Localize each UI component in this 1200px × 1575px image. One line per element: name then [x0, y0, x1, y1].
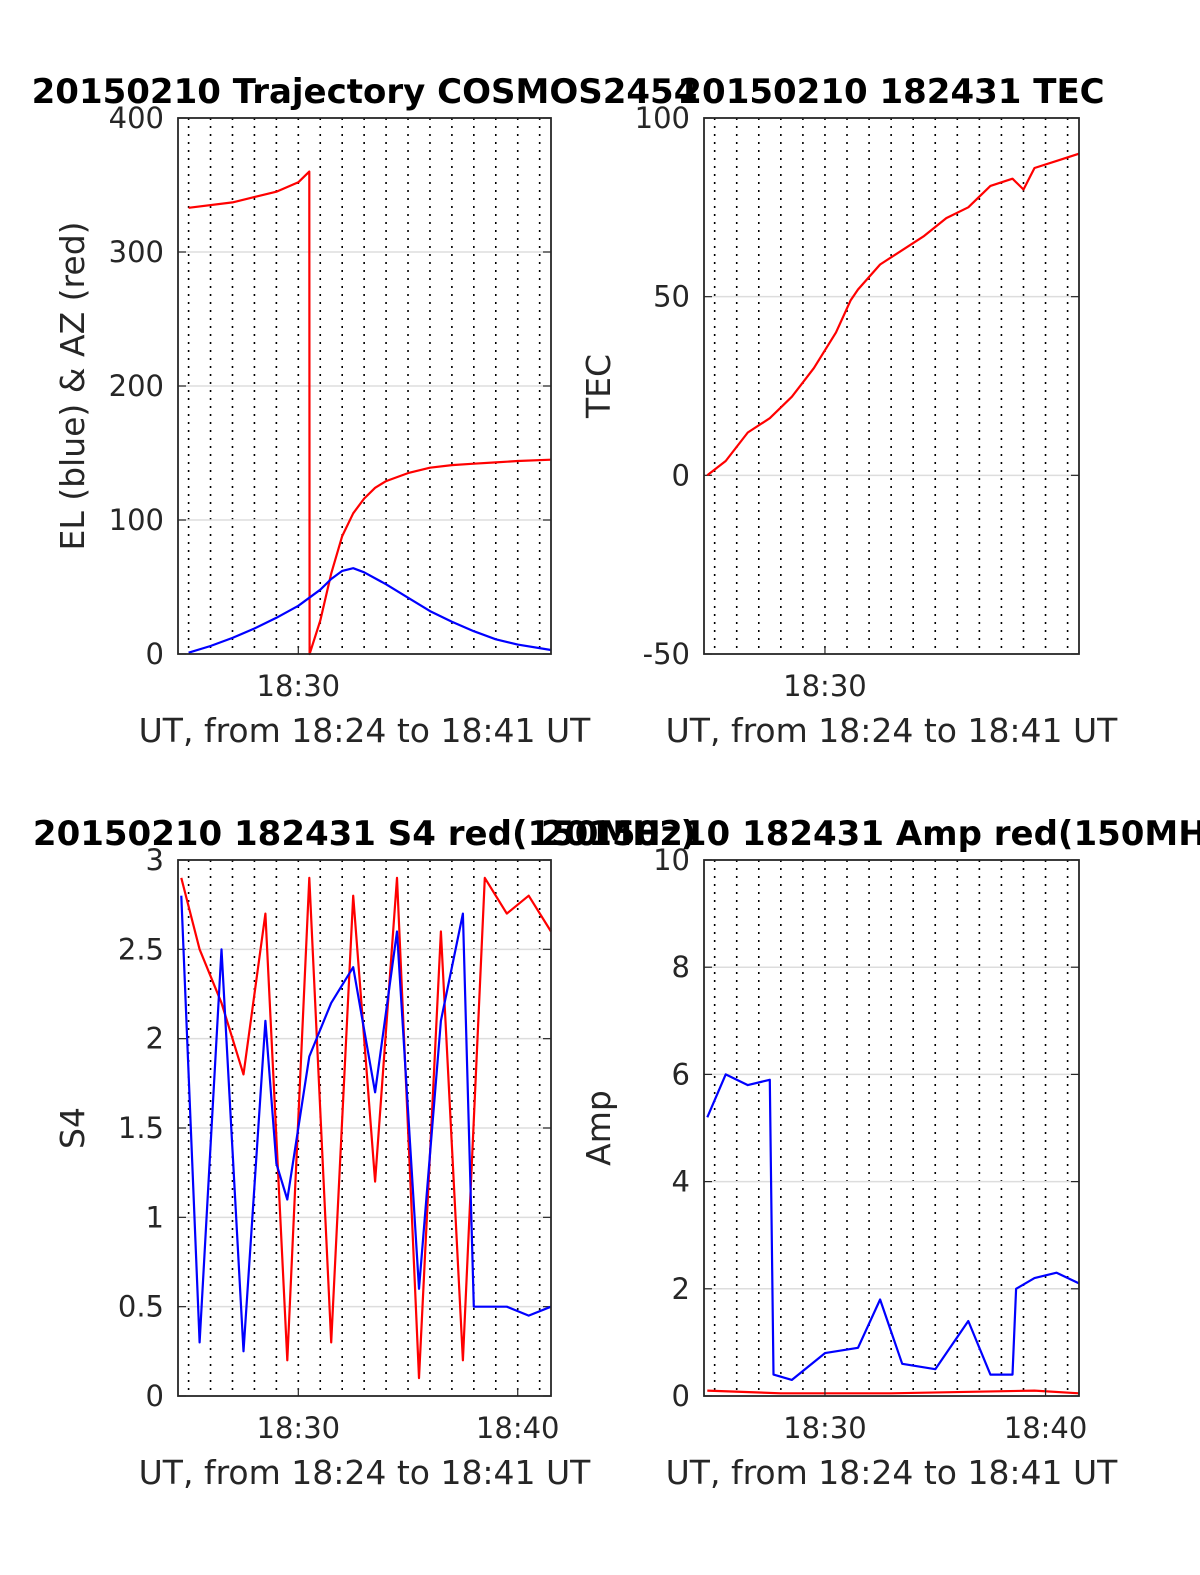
x-tick-label: 18:30 — [783, 1411, 867, 1445]
y-tick-label: 0 — [146, 637, 164, 671]
chart-title: 20150210 182431 S4 red(150MHz) — [33, 814, 696, 854]
y-tick-label: 0 — [146, 1379, 164, 1413]
series-line-2 — [188, 567, 552, 654]
y-tick-label: -50 — [643, 637, 690, 671]
x-axis-label: UT, from 18:24 to 18:41 UT — [666, 1453, 1119, 1492]
y-tick-label: 10 — [653, 843, 690, 877]
y-tick-label: 8 — [672, 950, 690, 984]
y-axis-label: TEC — [579, 354, 618, 419]
y-tick-label: 0.5 — [118, 1290, 164, 1324]
series-line-2 — [180, 895, 552, 1353]
y-tick-label: 100 — [109, 503, 164, 537]
y-tick-label: 2 — [672, 1272, 690, 1306]
y-tick-label: 1 — [146, 1200, 164, 1234]
axes-frame — [177, 117, 552, 655]
x-tick-label: 18:30 — [783, 669, 867, 703]
chart-panel-2: -50 0 50 100 18:30 UT, from 18:24 to 18:41 UT… — [579, 72, 1118, 750]
x-tick-label: 18:30 — [257, 1411, 341, 1445]
chart-title: 20150210 182431 Amp red(150MHz) — [541, 814, 1200, 854]
y-tick-label: 3 — [146, 843, 164, 877]
series-line-1 — [706, 152, 1080, 477]
chart-panel-3: 0 0.5 1 1.5 2 2.5 3 18:30 18:40 UT, from 18:24 to… — [33, 814, 696, 1492]
axes-frame — [177, 859, 552, 1397]
chart-panel-4: 0 2 4 6 8 10 18:30 18:40 UT, from 18:24 to 18:41… — [541, 814, 1200, 1492]
axes-frame — [703, 859, 1080, 1397]
x-tick-label: 18:40 — [1004, 1411, 1088, 1445]
y-axis-label: Amp — [579, 1090, 618, 1166]
y-axis-label: EL (blue) & AZ (red) — [53, 221, 92, 550]
y-tick-label: 6 — [672, 1057, 690, 1091]
series-line-2 — [706, 1073, 1080, 1382]
y-tick-label: 100 — [635, 101, 690, 135]
y-tick-label: 1.5 — [118, 1111, 164, 1145]
series-line-1 — [188, 170, 552, 656]
y-tick-label: 2 — [146, 1022, 164, 1056]
y-tick-label: 4 — [672, 1165, 690, 1199]
series-line-1 — [707, 1389, 1080, 1395]
axes-frame — [703, 117, 1080, 655]
chart-title: 20150210 182431 TEC — [678, 72, 1104, 112]
y-tick-label: 200 — [109, 369, 164, 403]
x-axis-label: UT, from 18:24 to 18:41 UT — [139, 1453, 592, 1492]
y-tick-label: 400 — [109, 101, 164, 135]
x-tick-label: 18:40 — [476, 1411, 560, 1445]
chart-panel-1: 0 100 200 300 400 18:30 UT, from 18:24 to 18:4… — [32, 72, 698, 750]
x-axis-label: UT, from 18:24 to 18:41 UT — [666, 711, 1119, 750]
series-line-1 — [180, 876, 552, 1380]
chart-title: 20150210 Trajectory COSMOS2454 — [32, 72, 698, 112]
x-tick-label: 18:30 — [257, 669, 341, 703]
y-tick-label: 2.5 — [118, 932, 164, 966]
y-axis-label: S4 — [53, 1107, 92, 1149]
x-axis-label: UT, from 18:24 to 18:41 UT — [139, 711, 592, 750]
y-tick-label: 0 — [672, 1379, 690, 1413]
y-tick-label: 300 — [109, 235, 164, 269]
y-tick-label: 0 — [672, 458, 690, 492]
y-tick-label: 50 — [653, 280, 690, 314]
